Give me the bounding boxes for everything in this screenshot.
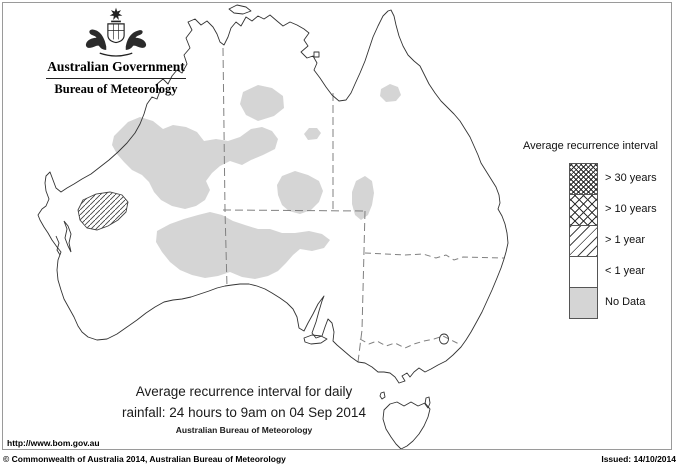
legend-title: Average recurrence interval	[523, 140, 658, 152]
mainland-coastline	[37, 9, 509, 384]
government-title: Australian Government	[47, 59, 185, 74]
legend-swatch-gt-1-year	[570, 225, 597, 256]
map-frame	[2, 2, 672, 450]
kangaroo-island	[303, 334, 328, 345]
legend-swatch-gt-10-years	[570, 194, 597, 225]
legend-label: > 30 years	[605, 172, 657, 184]
caption-line-1: Average recurrence interval for daily	[135, 384, 353, 399]
legend-swatch-no-data	[570, 287, 597, 318]
legend-label: > 10 years	[605, 203, 657, 215]
legend-label: No Data	[605, 296, 646, 308]
legend-labels: > 30 years > 10 years > 1 year < 1 year …	[605, 163, 657, 318]
no-data-regions	[112, 84, 401, 279]
copyright-text: © Commonwealth of Australia 2014, Austra…	[3, 454, 286, 464]
act-border	[439, 333, 449, 345]
coat-of-arms-icon	[85, 7, 147, 57]
bom-url-text: http://www.bom.gov.au	[7, 438, 100, 448]
bureau-title: Bureau of Meteorology	[54, 82, 178, 96]
logo-block: Australian Government Bureau of Meteorol…	[40, 6, 192, 97]
caption-line-3: Australian Bureau of Meteorology	[175, 425, 313, 435]
issued-date: Issued: 14/10/2014	[601, 454, 676, 464]
shark-bay-detail	[55, 220, 72, 256]
logo-divider	[46, 78, 186, 79]
legend-label: < 1 year	[605, 265, 646, 277]
legend-swatches	[569, 163, 598, 319]
legend-label: > 1 year	[605, 234, 646, 246]
tasmania	[382, 401, 431, 450]
flinders-island	[424, 396, 431, 409]
king-island	[379, 391, 386, 400]
legend-swatch-gt-30-years	[570, 164, 597, 194]
caption-line-2: rainfall: 24 hours to 9am on 04 Sep 2014	[122, 405, 366, 420]
state-borders	[222, 47, 505, 363]
legend-swatch-lt-1-year	[570, 256, 597, 287]
hatched-region	[77, 191, 129, 231]
groote-eylandt	[313, 51, 320, 58]
tiwi-islands	[228, 4, 252, 15]
map-caption: Average recurrence interval for daily ra…	[105, 381, 383, 435]
islands	[228, 4, 449, 450]
